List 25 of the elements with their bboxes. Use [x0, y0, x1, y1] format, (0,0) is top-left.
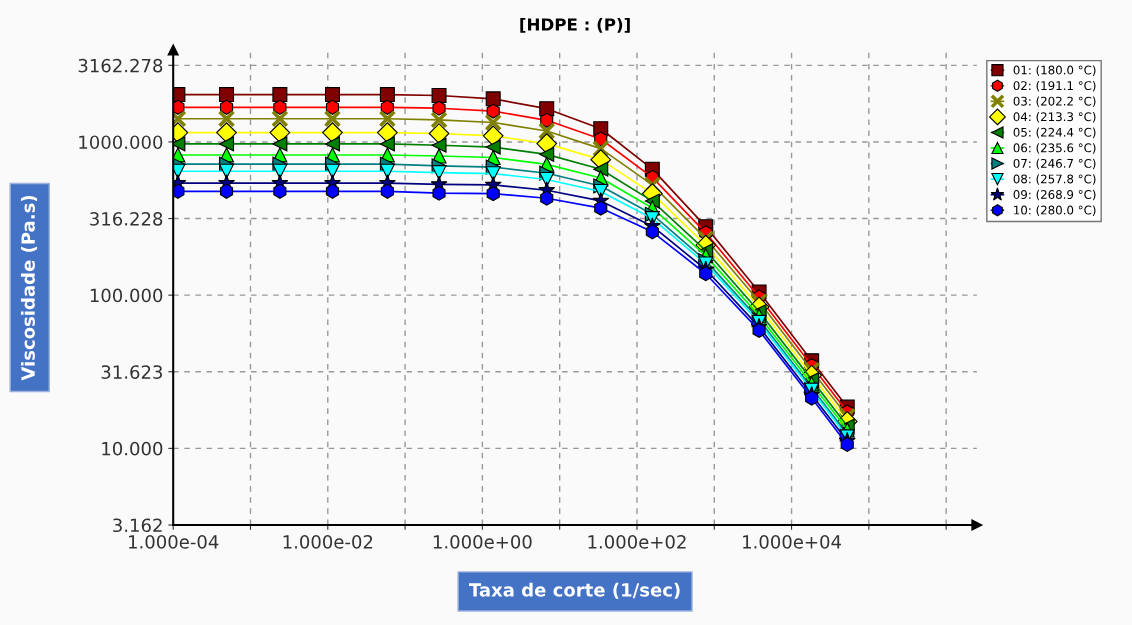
y-tick-label: 10.000 [102, 441, 163, 456]
legend-label: 09: (268.9 °C) [1013, 189, 1096, 201]
y-axis-title: Viscosidade (Pa.s) [20, 195, 38, 381]
x-tick-label: 1.000e+04 [743, 535, 841, 549]
y-tick-label: 31.623 [101, 365, 163, 379]
chart-title: [HDPE : (P)] [520, 17, 630, 33]
y-tick-label: 3162.278 [78, 58, 163, 73]
legend-label: 03: (202.2 °C) [1013, 96, 1096, 108]
legend-label: 07: (246.7 °C) [1013, 158, 1096, 170]
x-axis-title: Taxa de corte (1/sec) [469, 582, 680, 599]
y-tick-label: 100.000 [90, 288, 163, 303]
legend-label: 10: (280.0 °C) [1014, 205, 1096, 216]
y-tick-label: 1000.000 [79, 135, 163, 150]
legend-label: 01: (180.0 °C) [1013, 65, 1096, 76]
legend-label: 02: (191.1 °C) [1013, 80, 1096, 92]
x-tick-label: 1.000e+02 [588, 535, 686, 549]
y-tick-label: 316.228 [90, 212, 163, 226]
legend-label: 05: (224.4 °C) [1013, 127, 1096, 139]
x-tick-label: 1.000e+00 [433, 535, 532, 549]
legend-label: 06: (235.6 °C) [1013, 143, 1096, 154]
x-tick-label: 1.000e-04 [129, 535, 219, 549]
legend-label: 08: (257.8 °C) [1013, 174, 1096, 185]
x-tick-label: 1.000e-02 [283, 535, 373, 549]
y-tick-label: 3.162 [113, 518, 162, 533]
legend-label: 04: (213.3 °C) [1013, 112, 1096, 123]
